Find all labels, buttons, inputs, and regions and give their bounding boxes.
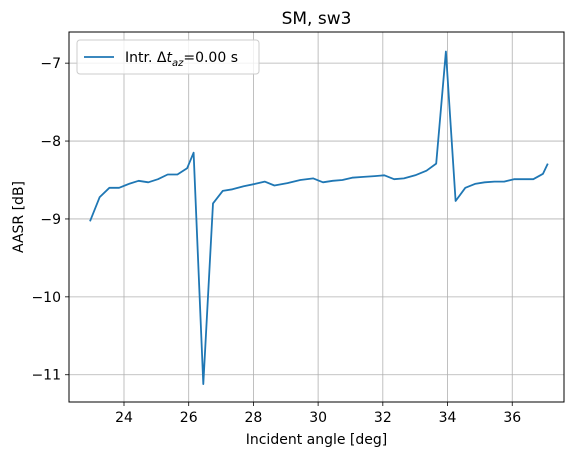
y-axis-label: AASR [dB]	[11, 181, 27, 253]
ticks: 24 26 28 30 32 34 36 −11 −10 −9 −8 −7	[31, 56, 521, 426]
x-tick-label: 34	[439, 410, 457, 426]
chart-title: SM, sw3	[282, 9, 352, 29]
series-layer	[89, 50, 549, 386]
legend-label-italic: t	[166, 50, 172, 66]
legend-box	[76, 39, 260, 75]
plot-frame	[68, 31, 565, 403]
x-tick-label: 24	[115, 410, 133, 426]
x-tick-label: 30	[309, 410, 327, 426]
legend-label-prefix: Intr. Δ	[125, 50, 167, 66]
y-tick-label: −7	[40, 56, 61, 72]
x-tick-label: 32	[374, 410, 392, 426]
legend-label-suffix: =0.00 s	[183, 50, 238, 66]
series-line	[89, 50, 549, 386]
x-tick-label: 28	[244, 410, 262, 426]
x-axis-label: Incident angle [deg]	[246, 432, 388, 448]
legend: Intr. Δtaz=0.00 s	[76, 39, 260, 75]
y-tick-label: −11	[31, 368, 61, 384]
legend-label-subscript: az	[172, 58, 184, 69]
legend-label: Intr. Δtaz=0.00 s	[125, 50, 238, 69]
y-tick-label: −9	[40, 212, 61, 228]
y-tick-label: −8	[40, 134, 61, 150]
x-tick-label: 36	[503, 410, 521, 426]
y-tick-label: −10	[31, 290, 61, 306]
grid	[69, 32, 564, 402]
x-tick-label: 26	[180, 410, 198, 426]
